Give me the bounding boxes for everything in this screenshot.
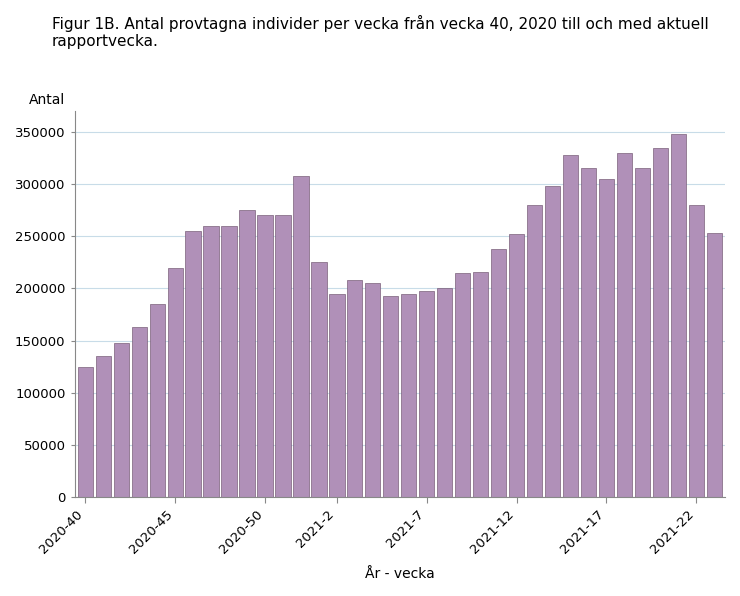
Bar — [149, 304, 165, 497]
Bar — [312, 262, 326, 497]
Bar — [599, 179, 614, 497]
Bar — [401, 294, 417, 497]
Bar — [329, 294, 345, 497]
Bar — [365, 283, 380, 497]
Bar — [635, 169, 650, 497]
Bar — [581, 169, 596, 497]
Bar — [527, 205, 542, 497]
Bar — [707, 233, 722, 497]
Bar — [293, 176, 309, 497]
Bar — [670, 134, 686, 497]
Bar — [167, 268, 183, 497]
Bar — [383, 296, 398, 497]
Bar — [204, 226, 219, 497]
Bar — [616, 153, 632, 497]
Bar — [240, 210, 255, 497]
Bar — [275, 215, 291, 497]
Bar — [545, 186, 560, 497]
Bar — [653, 148, 668, 497]
Bar — [114, 343, 129, 497]
Bar — [491, 249, 506, 497]
Text: Figur 1B. Antal provtagna individer per vecka från vecka 40, 2020 till och med a: Figur 1B. Antal provtagna individer per … — [52, 15, 709, 49]
Bar — [258, 215, 272, 497]
Bar — [473, 272, 488, 497]
Bar — [221, 226, 237, 497]
Bar — [563, 155, 578, 497]
X-axis label: År - vecka: År - vecka — [365, 567, 434, 581]
Bar — [347, 280, 363, 497]
Bar — [455, 273, 471, 497]
Bar — [419, 291, 434, 497]
Bar — [95, 356, 111, 497]
Bar — [689, 205, 704, 497]
Bar — [509, 234, 524, 497]
Text: Antal: Antal — [29, 93, 65, 107]
Bar — [186, 231, 201, 497]
Bar — [132, 327, 147, 497]
Bar — [437, 288, 452, 497]
Bar — [78, 367, 93, 497]
